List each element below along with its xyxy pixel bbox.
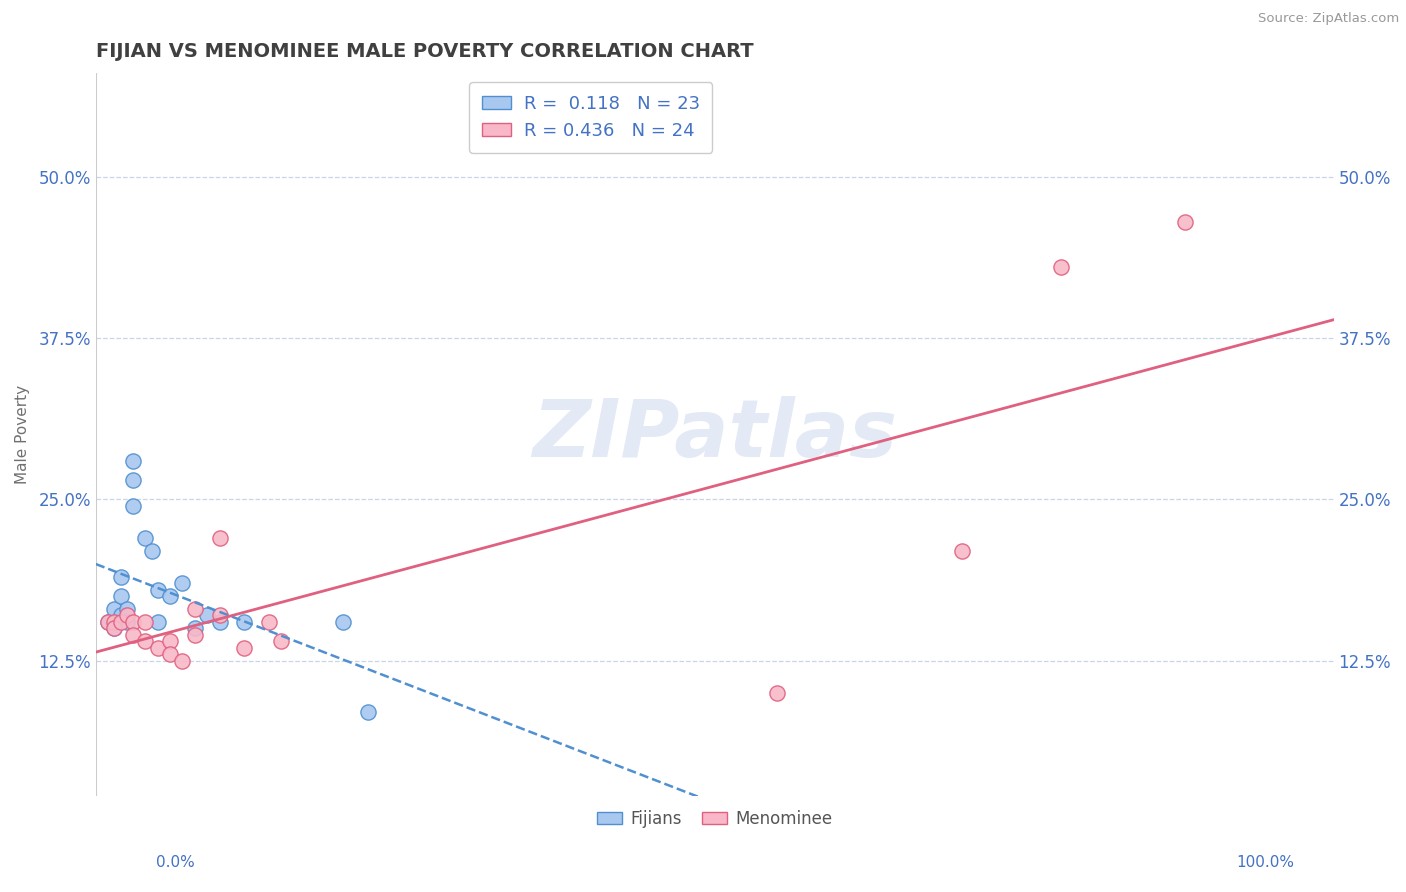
Text: 0.0%: 0.0%	[156, 855, 195, 870]
Point	[103, 615, 125, 629]
Point	[146, 582, 169, 597]
Y-axis label: Male Poverty: Male Poverty	[15, 385, 30, 484]
Point	[146, 615, 169, 629]
Point	[950, 544, 973, 558]
Text: 100.0%: 100.0%	[1236, 855, 1295, 870]
Point	[1174, 215, 1197, 229]
Point	[110, 570, 132, 584]
Point	[115, 602, 138, 616]
Point	[103, 621, 125, 635]
Point	[159, 589, 181, 603]
Point	[115, 615, 138, 629]
Point	[146, 640, 169, 655]
Point	[233, 640, 256, 655]
Legend: Fijians, Menominee: Fijians, Menominee	[591, 804, 839, 835]
Point	[233, 615, 256, 629]
Point	[159, 634, 181, 648]
Point	[172, 576, 194, 591]
Text: Source: ZipAtlas.com: Source: ZipAtlas.com	[1258, 12, 1399, 25]
Point	[122, 499, 145, 513]
Point	[195, 608, 218, 623]
Point	[134, 615, 156, 629]
Point	[765, 686, 787, 700]
Point	[184, 621, 207, 635]
Point	[97, 615, 120, 629]
Point	[134, 531, 156, 545]
Point	[184, 628, 207, 642]
Point	[208, 615, 231, 629]
Point	[115, 608, 138, 623]
Point	[184, 602, 207, 616]
Point	[1050, 260, 1073, 274]
Text: FIJIAN VS MENOMINEE MALE POVERTY CORRELATION CHART: FIJIAN VS MENOMINEE MALE POVERTY CORRELA…	[96, 42, 754, 61]
Point	[110, 589, 132, 603]
Point	[122, 453, 145, 467]
Point	[208, 531, 231, 545]
Point	[103, 621, 125, 635]
Point	[208, 608, 231, 623]
Point	[97, 615, 120, 629]
Point	[159, 647, 181, 661]
Point	[122, 615, 145, 629]
Point	[122, 628, 145, 642]
Point	[257, 615, 280, 629]
Point	[110, 608, 132, 623]
Point	[332, 615, 354, 629]
Point	[172, 654, 194, 668]
Point	[134, 634, 156, 648]
Point	[270, 634, 292, 648]
Point	[357, 705, 380, 719]
Text: ZIPatlas: ZIPatlas	[531, 396, 897, 474]
Point	[110, 615, 132, 629]
Point	[141, 544, 163, 558]
Point	[103, 602, 125, 616]
Point	[122, 473, 145, 487]
